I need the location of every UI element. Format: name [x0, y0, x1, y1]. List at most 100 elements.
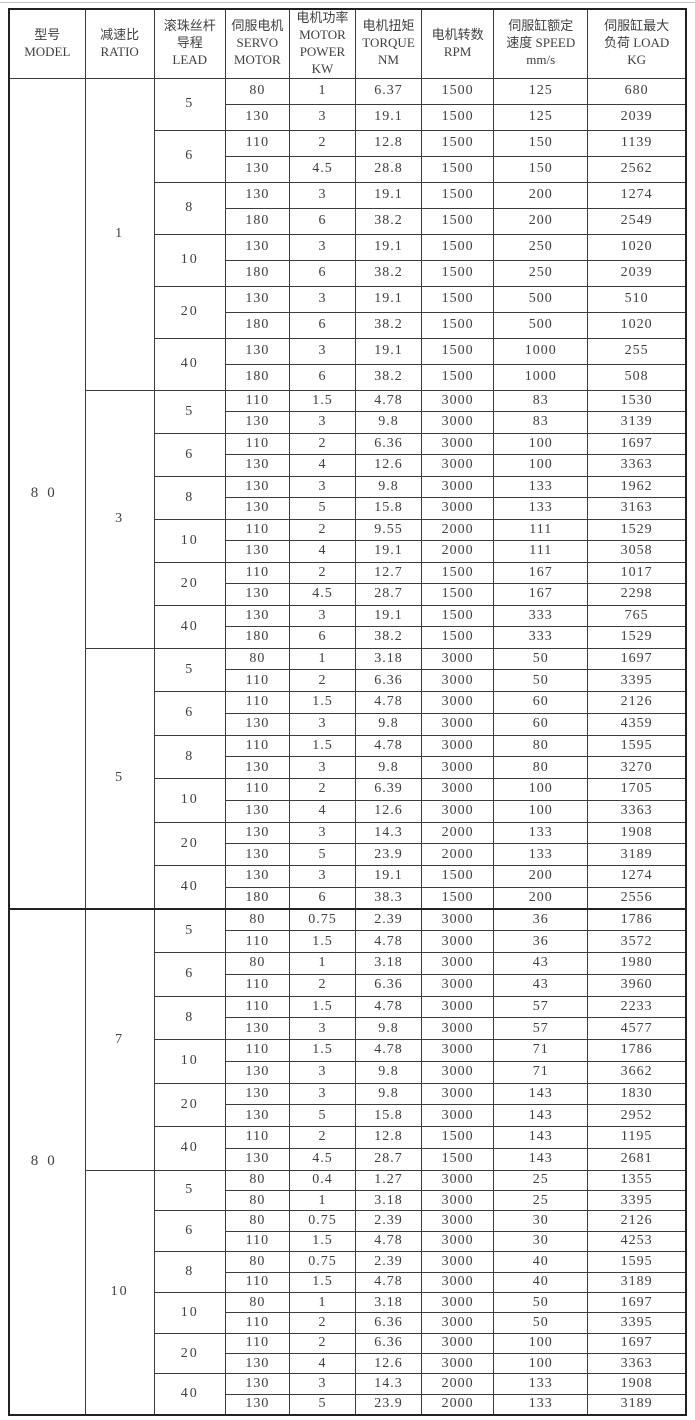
data-cell: 143: [493, 1126, 589, 1149]
data-cell: 130: [224, 155, 290, 183]
data-cell: 12.6: [354, 1353, 423, 1375]
data-cell: 125: [493, 77, 589, 105]
data-cell: 1500: [421, 259, 495, 287]
data-cell: 1.5: [288, 930, 356, 954]
data-cell: 3000: [421, 1210, 495, 1232]
data-cell: 1.5: [288, 995, 356, 1019]
data-cell: 1.5: [288, 389, 356, 413]
data-cell: 9.8: [354, 1060, 423, 1084]
data-cell: 1500: [421, 181, 495, 209]
data-cell: 3000: [421, 734, 495, 758]
data-cell: 1000: [493, 337, 589, 365]
data-cell: 200: [493, 181, 589, 209]
model-cell: 80: [8, 77, 86, 910]
table-row: 130 3 9.8 3000 80 3270: [9, 756, 687, 780]
lead-cell: 20: [153, 1332, 226, 1375]
data-cell: 1500: [421, 337, 495, 365]
data-cell: 3000: [421, 411, 495, 434]
header-label: 速度 SPEED: [506, 35, 576, 51]
data-cell: 100: [493, 778, 589, 801]
data-cell: 3363: [587, 454, 687, 477]
data-cell: 1500: [421, 626, 495, 649]
data-cell: 110: [224, 778, 290, 801]
data-cell: 500: [493, 285, 589, 313]
data-cell: 19.1: [354, 604, 423, 628]
data-cell: 1980: [587, 952, 687, 975]
data-cell: 57: [493, 1017, 589, 1041]
data-cell: 130: [224, 497, 290, 520]
data-cell: 5: [288, 843, 356, 867]
ratio-cell: 7: [84, 908, 155, 1171]
data-cell: 1500: [421, 103, 495, 131]
data-cell: 1962: [587, 475, 687, 499]
data-cell: 3000: [421, 1082, 495, 1106]
data-cell: 3.18: [354, 647, 423, 671]
table-row: 130 5 23.9 2000 133 3189: [9, 843, 687, 867]
lead-cell: 6: [153, 432, 226, 477]
data-cell: 9.8: [354, 1082, 423, 1106]
table-row: 6 110 1.5 4.78 3000 60 2126: [9, 691, 687, 736]
data-cell: 1274: [587, 865, 687, 888]
data-cell: 4.78: [354, 389, 423, 413]
data-cell: 4: [288, 799, 356, 823]
lead-cell: 20: [153, 285, 226, 339]
header-label: 伺服缸额定: [508, 18, 574, 34]
table-row: 8 130 3 9.8 3000 133 1962: [9, 475, 687, 520]
lead-cell: 8: [153, 995, 226, 1041]
data-cell: 3395: [587, 1312, 687, 1334]
data-cell: 2952: [587, 1104, 687, 1128]
data-cell: 12.6: [354, 454, 423, 477]
data-cell: 1500: [421, 77, 495, 105]
data-cell: 80: [224, 908, 290, 932]
data-cell: 1195: [587, 1126, 687, 1149]
ratio-cell: 10: [84, 1169, 155, 1416]
data-cell: 0.4: [288, 1169, 356, 1191]
lead-cell: 10: [153, 233, 226, 287]
table-row: 6 110 2 12.8 1500 150 1139: [9, 129, 687, 183]
data-cell: 3: [288, 285, 356, 313]
header-label: RATIO: [100, 43, 139, 59]
table-row: 80 1 3.18 3000 25 3395: [9, 1189, 687, 1212]
data-cell: 500: [493, 311, 589, 339]
data-cell: 1529: [587, 518, 687, 542]
data-cell: 130: [224, 233, 290, 261]
data-cell: 1500: [421, 129, 495, 157]
data-cell: 3: [288, 1082, 356, 1106]
table-row: 180 6 38.2 1500 500 1020: [9, 311, 687, 339]
data-cell: 6.36: [354, 432, 423, 456]
header-label: mm/s: [526, 52, 556, 68]
data-cell: 150: [493, 129, 589, 157]
data-cell: 3572: [587, 930, 687, 954]
data-cell: 80: [224, 952, 290, 975]
table-row: 110 2 6.36 3000 43 3960: [9, 973, 687, 997]
data-cell: 1786: [587, 1039, 687, 1062]
data-cell: 3363: [587, 1353, 687, 1375]
data-cell: 680: [587, 77, 687, 105]
data-cell: 2000: [421, 1393, 495, 1416]
table-row: 80 1 5 80 1 6.37 1500 125 680: [8, 77, 687, 910]
data-cell: 2562: [587, 155, 687, 183]
data-cell: 1500: [421, 886, 495, 910]
data-cell: 2000: [421, 518, 495, 542]
data-cell: 1500: [421, 561, 495, 585]
data-cell: 2: [288, 518, 356, 542]
data-cell: 2: [288, 1312, 356, 1334]
header-label: NM: [378, 52, 399, 68]
data-cell: 1.27: [354, 1169, 423, 1191]
data-cell: 130: [224, 1060, 290, 1084]
data-cell: 3: [288, 411, 356, 434]
col-header-torque: 电机扭矩 TORQUE NM: [354, 8, 423, 79]
data-cell: 2: [288, 1332, 356, 1355]
data-cell: 100: [493, 432, 589, 456]
header-label: RPM: [443, 43, 472, 59]
data-cell: 3000: [421, 1169, 495, 1191]
data-cell: 2.39: [354, 1210, 423, 1232]
data-cell: 3000: [421, 475, 495, 499]
data-cell: 1.5: [288, 1230, 356, 1253]
data-cell: 110: [224, 1126, 290, 1149]
data-cell: 255: [587, 337, 687, 365]
data-cell: 3: [288, 821, 356, 845]
data-cell: 9.8: [354, 475, 423, 499]
